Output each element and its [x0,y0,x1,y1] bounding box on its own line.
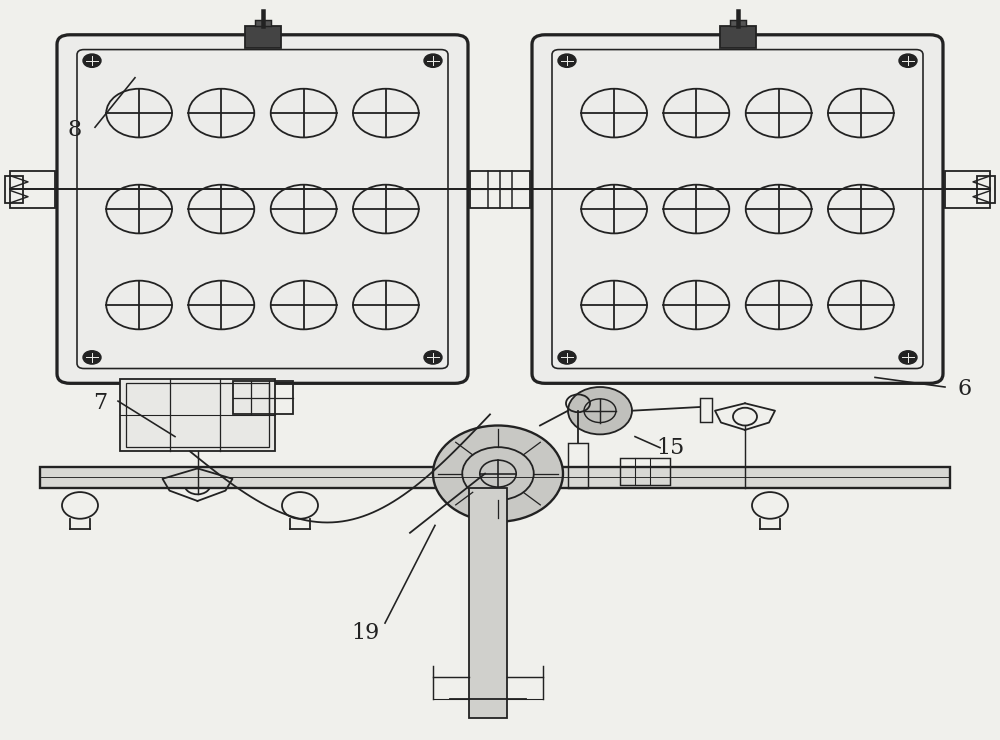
Circle shape [83,54,101,67]
Bar [700,398,712,422]
Circle shape [558,54,576,67]
Circle shape [424,54,442,67]
Text: 6: 6 [958,377,972,400]
Bar [469,488,507,718]
Bar [720,26,756,48]
FancyBboxPatch shape [57,35,468,383]
Bar [126,383,269,447]
Bar [730,20,746,26]
Circle shape [899,54,917,67]
Bar [470,171,530,208]
Bar [120,379,275,451]
Circle shape [433,425,563,522]
Bar [232,381,292,414]
Text: 7: 7 [93,392,107,414]
Circle shape [899,351,917,364]
Text: 8: 8 [68,118,82,141]
Bar [977,176,995,203]
Text: 15: 15 [656,437,684,459]
Circle shape [424,351,442,364]
Circle shape [83,351,101,364]
Bar [5,176,23,203]
Bar [945,171,990,208]
Bar [40,467,950,488]
Circle shape [558,351,576,364]
Bar [245,26,281,48]
Bar [620,458,670,485]
Bar [254,20,270,26]
Text: 19: 19 [351,622,379,644]
Circle shape [568,387,632,434]
Bar [10,171,55,208]
FancyBboxPatch shape [532,35,943,383]
Bar [568,443,588,488]
